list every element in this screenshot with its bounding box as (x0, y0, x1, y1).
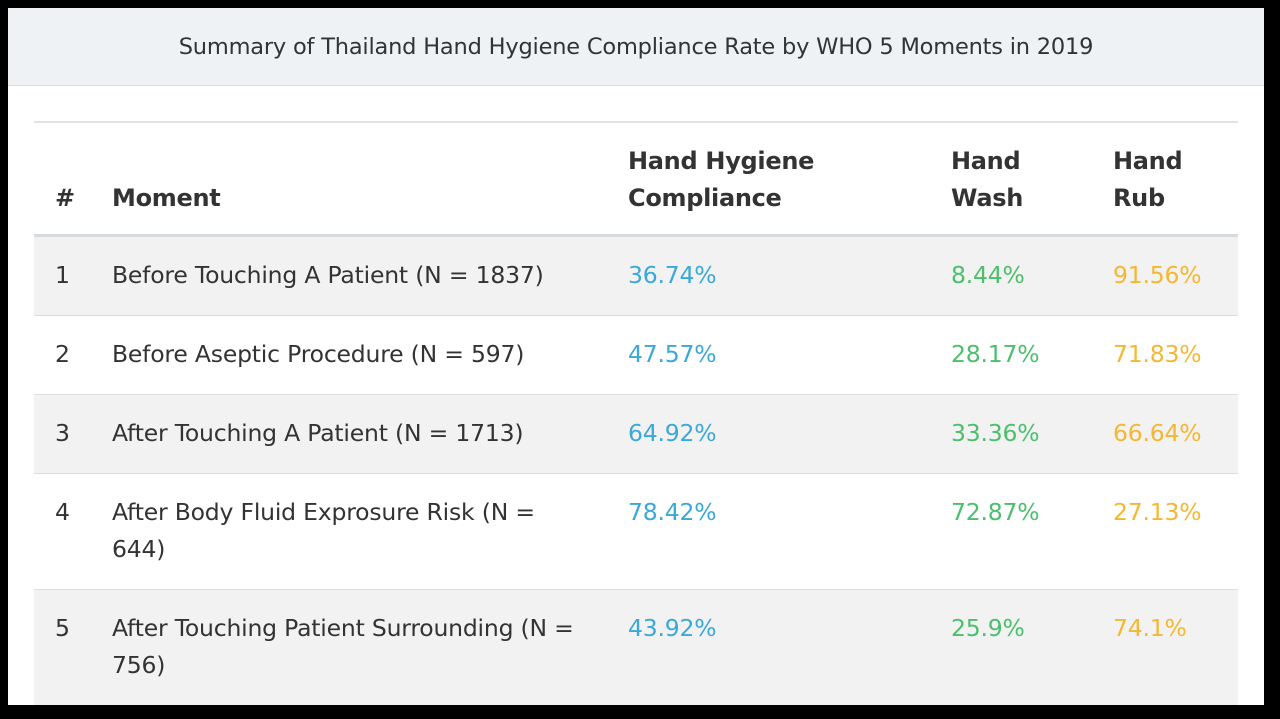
row-hand-rub: 66.64% (1113, 419, 1202, 447)
header-hand-hygiene-compliance: Hand Hygiene Compliance (628, 147, 815, 212)
table-header-row: # Moment Hand Hygiene Compliance Hand Wa… (34, 121, 1238, 237)
row-moment: After Touching A Patient (N = 1713) (112, 419, 524, 447)
row-hand-wash: 8.44% (951, 261, 1025, 289)
header-hand-rub: Hand Rub (1113, 147, 1183, 212)
row-compliance: 36.74% (628, 261, 717, 289)
table-row: 5 After Touching Patient Surrounding (N … (34, 590, 1238, 705)
row-hand-wash: 72.87% (951, 498, 1040, 526)
row-hand-wash: 25.9% (951, 614, 1025, 642)
row-compliance: 78.42% (628, 498, 717, 526)
row-hand-rub: 71.83% (1113, 340, 1202, 368)
table-row: 1 Before Touching A Patient (N = 1837) 3… (34, 237, 1238, 316)
row-compliance: 47.57% (628, 340, 717, 368)
table-row: 4 After Body Fluid Exprosure Risk (N = 6… (34, 474, 1238, 590)
row-moment: Before Touching A Patient (N = 1837) (112, 261, 544, 289)
row-number: 3 (55, 419, 70, 447)
card-header: Summary of Thailand Hand Hygiene Complia… (8, 8, 1264, 86)
row-hand-rub: 27.13% (1113, 498, 1202, 526)
row-number: 4 (55, 498, 70, 526)
row-moment: Before Aseptic Procedure (N = 597) (112, 340, 525, 368)
table-card: Summary of Thailand Hand Hygiene Complia… (8, 8, 1264, 705)
header-moment: Moment (112, 184, 221, 212)
row-moment: After Touching Patient Surrounding (N = … (112, 614, 574, 679)
row-number: 5 (55, 614, 70, 642)
table-row: 2 Before Aseptic Procedure (N = 597) 47.… (34, 316, 1238, 395)
compliance-table: # Moment Hand Hygiene Compliance Hand Wa… (34, 121, 1238, 705)
header-hand-wash: Hand Wash (951, 147, 1023, 212)
header-number: # (55, 184, 75, 212)
row-moment: After Body Fluid Exprosure Risk (N = 644… (112, 498, 535, 563)
row-hand-rub: 91.56% (1113, 261, 1202, 289)
row-number: 1 (55, 261, 70, 289)
row-hand-rub: 74.1% (1113, 614, 1187, 642)
table-row: 3 After Touching A Patient (N = 1713) 64… (34, 395, 1238, 474)
row-hand-wash: 33.36% (951, 419, 1040, 447)
row-hand-wash: 28.17% (951, 340, 1040, 368)
row-number: 2 (55, 340, 70, 368)
row-compliance: 43.92% (628, 614, 717, 642)
page-title: Summary of Thailand Hand Hygiene Complia… (178, 33, 1094, 60)
row-compliance: 64.92% (628, 419, 717, 447)
